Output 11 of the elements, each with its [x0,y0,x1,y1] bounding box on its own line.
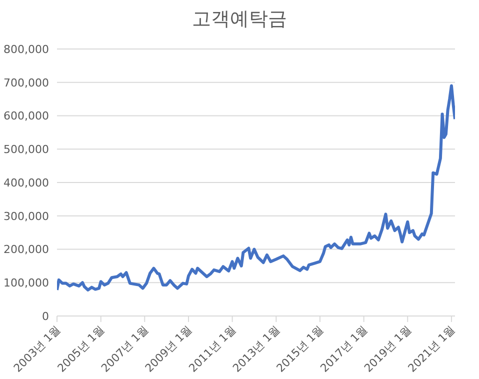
y-tick-label: 600,000 [4,110,49,123]
line-series [57,84,455,292]
y-tick-label: 300,000 [4,210,49,223]
y-tick-label: 400,000 [4,176,49,190]
chart-title: 고객예탁금 [191,7,288,32]
y-tick-label: 700,000 [4,76,49,90]
y-tick-label: 100,000 [4,276,49,290]
y-tick-label: 500,000 [4,143,49,156]
y-tick-label: 200,000 [4,243,49,256]
y-tick-label: 800,000 [4,42,49,56]
y-tick-label: 0 [42,310,49,323]
